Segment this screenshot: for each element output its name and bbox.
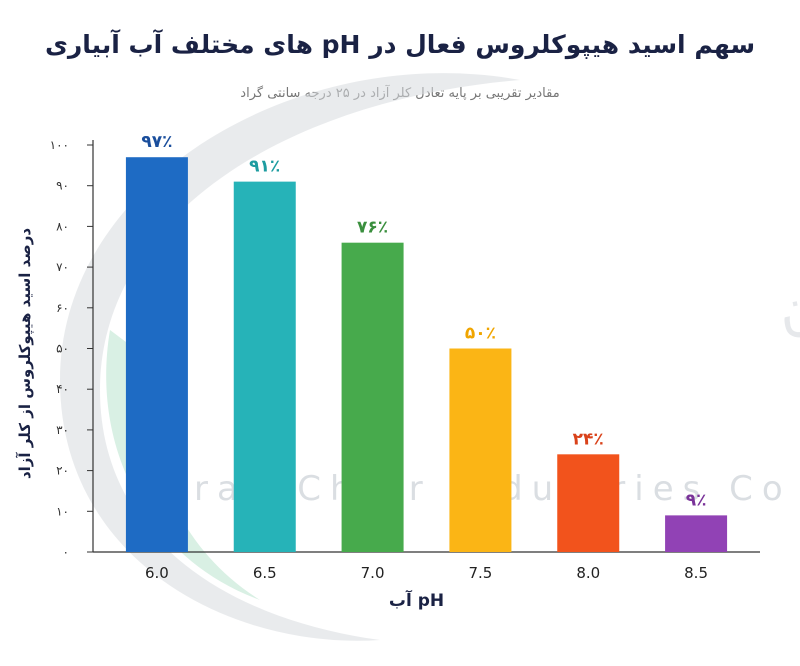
x-tick-label: 6.0 [145,564,169,582]
x-tick-label: 7.0 [361,564,385,582]
data-label: ۲۴٪ [573,429,604,449]
data-label: ۵۰٪ [465,324,496,344]
y-tick-label: ۲۰ [56,464,69,478]
x-tick-label: 8.5 [684,564,708,582]
bar [449,348,512,552]
x-tick-label: 8.0 [576,564,600,582]
x-axis-title: pH آب [389,589,444,611]
x-tick-label: 6.5 [253,564,277,582]
bar [125,157,188,552]
data-label: ۹٪ [686,490,707,510]
chart-title: سهم اسید هیپوکلروس فعال در pH های مختلف … [44,30,756,59]
y-tick-label: ۶۰ [56,301,69,315]
y-tick-label: ۱۰ [56,504,69,518]
y-tick-label: ۷۰ [56,260,69,274]
y-tick-label: ۱۰۰ [50,138,69,152]
y-tick-label: ۴۰ [56,382,69,396]
y-tick-label: ۰ [63,545,69,559]
data-label: ۷۶٪ [357,218,388,238]
y-tick-label: ۸۰ [56,219,69,233]
bar [341,242,404,552]
data-label: ۹۷٪ [141,132,172,152]
bar [233,181,296,552]
y-tick-label: ۹۰ [56,179,69,193]
bar [665,515,728,552]
y-axis-title: درصد اسید هیپوکلروس از کلر آزاد [16,228,35,479]
data-label: ۹۱٪ [249,157,280,177]
x-tick-label: 7.5 [468,564,492,582]
bar [557,454,620,552]
y-tick-label: ۵۰ [56,342,69,356]
y-tick-label: ۳۰ [56,423,69,437]
